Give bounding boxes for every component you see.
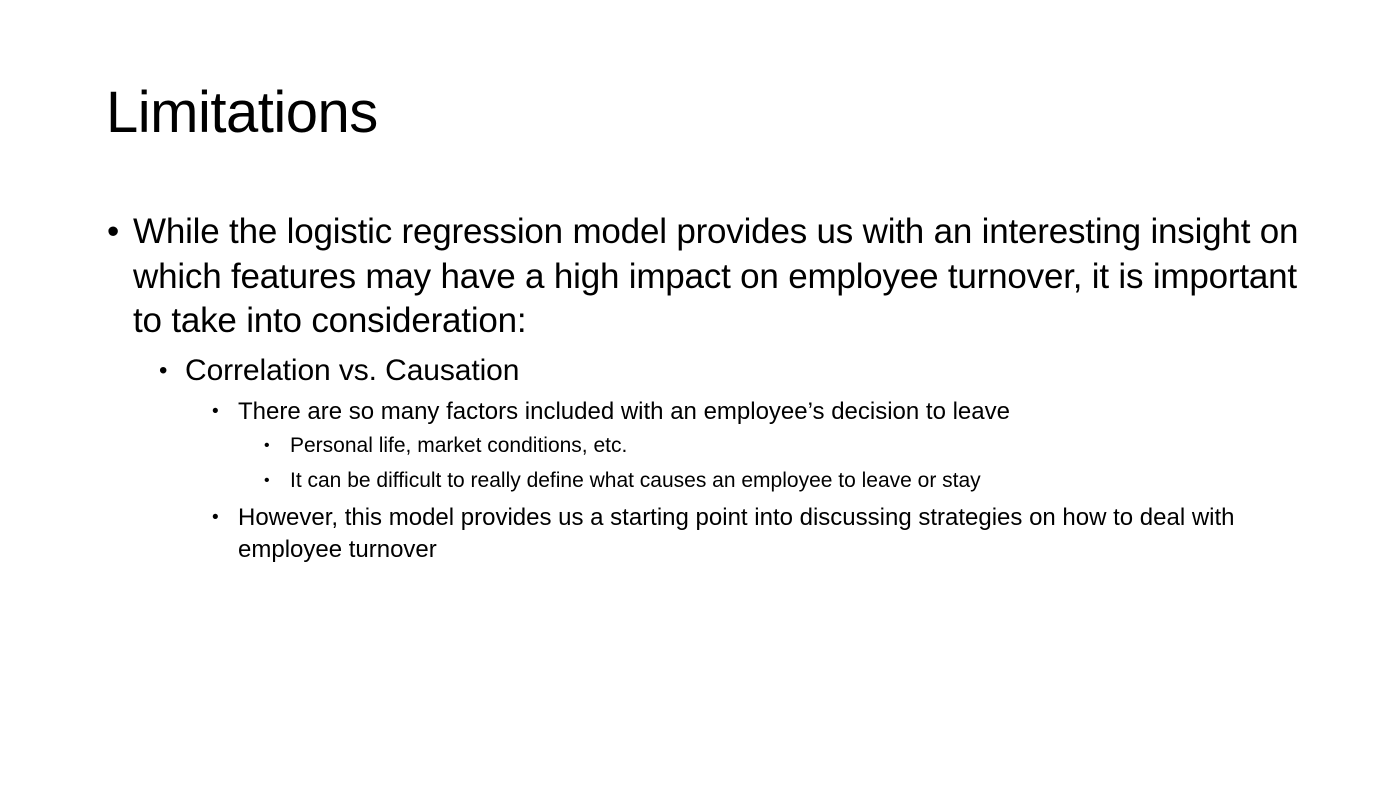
slide-body: • While the logistic regression model pr… bbox=[106, 210, 1306, 570]
bullet-text: Correlation vs. Causation bbox=[185, 353, 520, 387]
bullet-text: While the logistic regression model prov… bbox=[133, 212, 1299, 340]
bullet-icon: • bbox=[159, 356, 168, 384]
slide-title: Limitations bbox=[106, 80, 378, 145]
bullet-item: • While the logistic regression model pr… bbox=[106, 210, 1306, 344]
bullet-item: • Personal life, market conditions, etc. bbox=[264, 432, 1306, 460]
bullet-icon: • bbox=[264, 471, 270, 489]
bullet-item: • However, this model provides us a star… bbox=[212, 502, 1306, 566]
bullet-icon: • bbox=[212, 400, 219, 422]
bullet-text: However, this model provides us a starti… bbox=[238, 503, 1235, 563]
bullet-text: Personal life, market conditions, etc. bbox=[290, 433, 628, 457]
bullet-icon: • bbox=[107, 212, 120, 251]
bullet-item: • Correlation vs. Causation bbox=[159, 352, 1306, 390]
bullet-item: • There are so many factors included wit… bbox=[212, 396, 1306, 428]
bullet-text: There are so many factors included with … bbox=[238, 397, 1010, 425]
bullet-item: • It can be difficult to really define w… bbox=[264, 467, 1306, 495]
bullet-icon: • bbox=[264, 436, 270, 454]
bullet-text: It can be difficult to really define wha… bbox=[290, 468, 981, 492]
bullet-icon: • bbox=[212, 506, 219, 528]
